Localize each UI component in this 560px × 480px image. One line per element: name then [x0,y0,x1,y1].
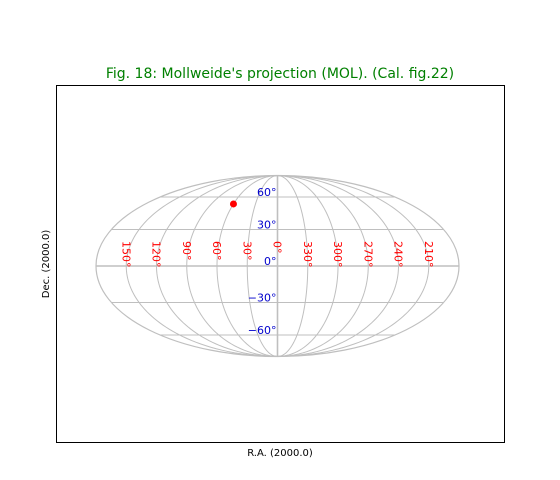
dec-tick-label: 60° [257,186,277,199]
ra-tick-label: 150° [119,241,132,268]
dec-tick-label: 0° [264,255,277,268]
ra-tick-label: 60° [210,241,223,261]
ra-tick-label: 120° [150,241,163,268]
data-points [229,200,237,208]
y-axis-label: Dec. (2000.0) [41,230,52,299]
dec-tick-label: −60° [248,324,277,337]
ra-tick-label: 330° [301,241,314,268]
dec-tick-labels: 60° 30° 0° −30° −60° [248,186,277,337]
ra-tick-label: 210° [422,241,435,268]
plot-frame [56,85,505,443]
ra-tick-label: 270° [361,241,374,268]
ra-tick-label: 0° [271,241,284,254]
ra-tick-label: 240° [392,241,405,268]
graticule [95,174,460,358]
chart-title: Fig. 18: Mollweide's projection (MOL). (… [106,66,454,82]
dec-tick-label: 30° [257,218,277,231]
ra-tick-label: 300° [331,241,344,268]
dec-tick-label: −30° [248,292,277,305]
x-axis-label: R.A. (2000.0) [247,448,313,459]
data-point [229,200,237,208]
ra-tick-labels: 150° 120° 90° 60° 30° 0° 330° 300° 270° 240° 210° [119,241,435,268]
ra-tick-label: 30° [240,241,253,261]
ra-tick-label: 90° [180,241,193,261]
